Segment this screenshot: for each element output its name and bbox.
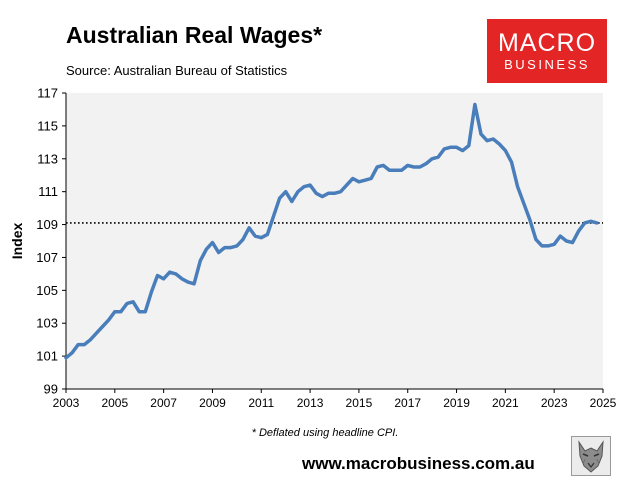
- logo-line-macro: MACRO: [497, 29, 597, 57]
- website-url: www.macrobusiness.com.au: [302, 454, 535, 473]
- y-tick-label: 115: [37, 118, 58, 133]
- x-tick-label: 2005: [101, 396, 128, 410]
- macrobusiness-logo: MACRO BUSINESS: [487, 19, 607, 83]
- y-tick-label: 117: [37, 86, 58, 101]
- wolf-head-icon: [571, 436, 611, 476]
- x-tick-label: 2025: [590, 396, 617, 410]
- x-tick-label: 2013: [297, 396, 324, 410]
- x-tick-label: 2015: [346, 396, 373, 410]
- chart-footnote: * Deflated using headline CPI.: [251, 427, 399, 439]
- x-tick-label: 2009: [199, 396, 226, 410]
- x-tick-label: 2017: [394, 396, 421, 410]
- plot-area: [66, 93, 603, 389]
- y-tick-label: 101: [36, 349, 58, 364]
- y-axis-label: Index: [9, 223, 25, 260]
- y-tick-label: 103: [36, 316, 58, 331]
- y-tick-label: 107: [36, 250, 58, 265]
- y-tick-label: 111: [38, 184, 58, 199]
- logo-line-business: BUSINESS: [504, 57, 590, 72]
- series-line-real-wages: [64, 102, 599, 360]
- y-tick-label: 109: [36, 217, 58, 232]
- x-tick-label: 2021: [492, 396, 519, 410]
- y-tick-label: 105: [36, 283, 58, 298]
- x-tick-label: 2003: [53, 396, 80, 410]
- x-tick-label: 2011: [248, 396, 274, 410]
- x-tick-label: 2007: [150, 396, 177, 410]
- y-tick-label: 113: [37, 151, 58, 166]
- chart-title: Australian Real Wages*: [66, 22, 323, 48]
- y-tick-label: 99: [44, 382, 58, 397]
- x-tick-label: 2019: [443, 396, 470, 410]
- chart-source: Source: Australian Bureau of Statistics: [66, 63, 288, 78]
- x-tick-label: 2023: [541, 396, 568, 410]
